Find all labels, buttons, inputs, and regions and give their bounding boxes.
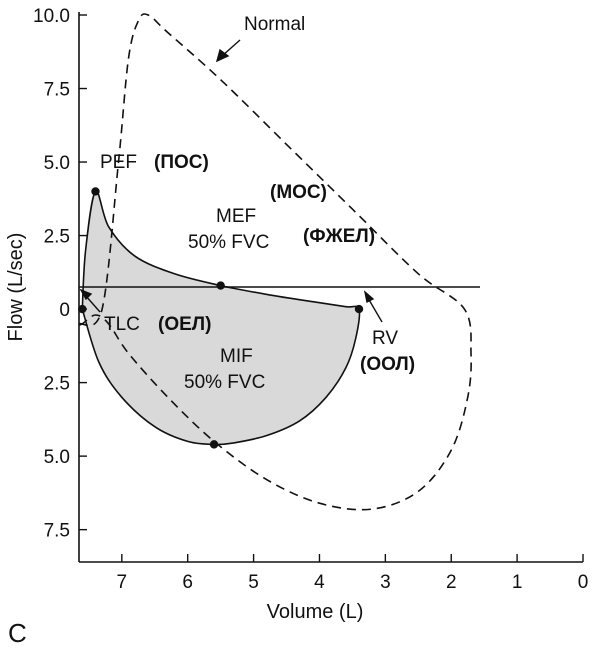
y-tick-label: 10.0 xyxy=(33,6,70,27)
x-tick-label: 7 xyxy=(117,572,128,593)
tlc-arrowhead xyxy=(79,288,93,301)
y-tick-label: 2.5 xyxy=(44,374,70,395)
rv-label: RV xyxy=(372,328,398,349)
tlc-ru-label: (ОЕЛ) xyxy=(158,314,211,335)
rv-arrow xyxy=(367,297,383,323)
panel-letter: C xyxy=(8,618,27,648)
normal-label: Normal xyxy=(244,14,305,35)
data-point xyxy=(91,187,100,196)
chart-axes xyxy=(78,12,583,563)
x-tick-label: 5 xyxy=(248,572,259,593)
pef-label: PEF xyxy=(100,152,137,173)
x-axis-title: Volume (L) xyxy=(267,601,364,623)
rv-ru-label: (ООЛ) xyxy=(360,354,415,375)
moc-ru-label: (МОС) xyxy=(270,182,327,203)
data-point xyxy=(216,281,225,290)
tlc-label: TLC xyxy=(104,314,140,335)
normal-arrowhead xyxy=(215,48,230,63)
obstructive-loop-fill xyxy=(80,191,360,445)
x-tick-label: 1 xyxy=(512,572,523,593)
mif-label: MIF xyxy=(220,346,253,367)
data-point xyxy=(78,304,87,314)
mef-fvc-label: 50% FVC xyxy=(188,232,269,253)
data-point xyxy=(209,440,219,449)
mef-fvc-ru-label: (ФЖЕЛ) xyxy=(303,226,375,247)
series-lines xyxy=(76,13,472,511)
y-tick-label: 7.5 xyxy=(44,521,70,542)
y-axis-title: Flow (L/sec) xyxy=(5,233,27,342)
obstructive-loop-line xyxy=(80,190,361,446)
x-tick-label: 3 xyxy=(380,572,391,593)
y-tick-label: 0 xyxy=(59,300,70,321)
shaded-loop-area xyxy=(80,191,360,445)
y-tick-label: 7.5 xyxy=(44,80,70,101)
x-tick-label: 4 xyxy=(314,572,325,593)
mif-fvc-label: 50% FVC xyxy=(184,372,265,393)
data-point xyxy=(354,304,364,314)
mef-label: MEF xyxy=(216,206,256,227)
y-tick-label: 5.0 xyxy=(44,153,70,174)
data-markers xyxy=(78,187,364,449)
x-tick-label: 6 xyxy=(182,572,193,593)
normal-loop-line xyxy=(76,13,472,511)
annotation-arrows xyxy=(79,39,383,323)
axis-ticks: 7 6 5 4 3 2 1 0 10.0 7.5 5.0 2.5 0 2.5 5.0 7.5 xyxy=(33,6,588,593)
x-tick-label: 2 xyxy=(446,572,457,593)
x-tick-label: 0 xyxy=(578,572,589,593)
rv-arrowhead xyxy=(363,290,375,304)
y-tick-label: 2.5 xyxy=(44,227,70,248)
pef-ru-label: (ПОС) xyxy=(154,152,209,173)
y-tick-label: 5.0 xyxy=(44,447,70,468)
